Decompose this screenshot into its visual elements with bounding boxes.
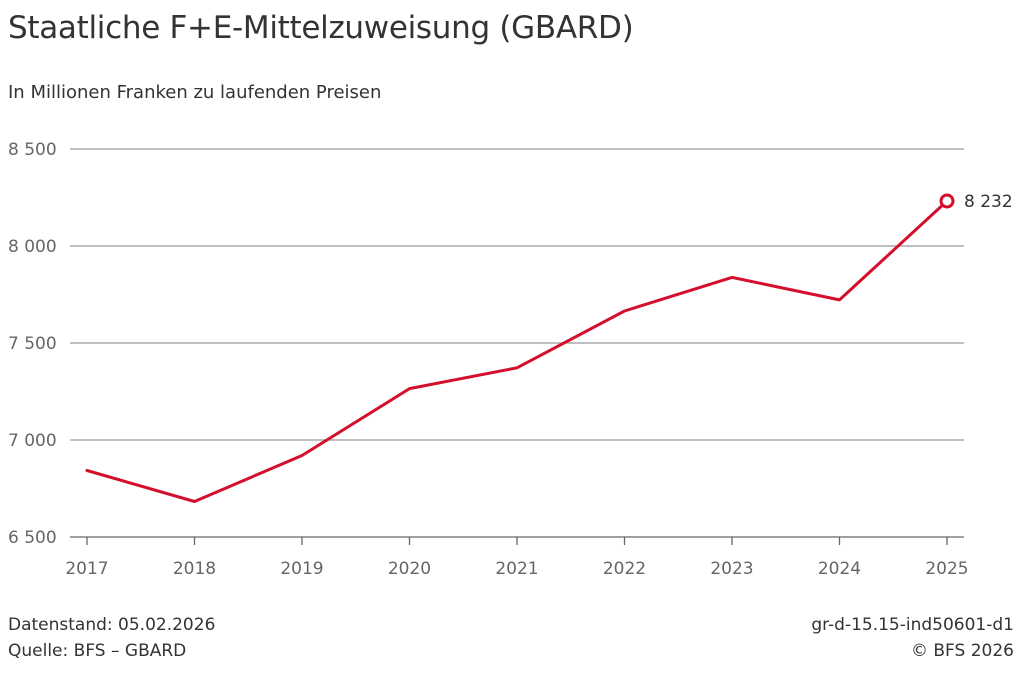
x-tick-label: 2020 — [388, 559, 431, 579]
footer-right: gr-d-15.15-ind50601-d1 © BFS 2026 — [811, 612, 1014, 664]
chart-code: gr-d-15.15-ind50601-d1 — [811, 615, 1014, 635]
x-tick-label: 2019 — [280, 559, 323, 579]
series-line — [85, 199, 949, 503]
x-tick-label: 2025 — [925, 559, 968, 579]
y-tick-label: 7 000 — [8, 431, 57, 451]
x-tick-label: 2022 — [603, 559, 646, 579]
x-tick-label: 2023 — [710, 559, 753, 579]
x-tick-label: 2017 — [65, 559, 108, 579]
x-tick-label: 2024 — [818, 559, 861, 579]
end-point-marker — [939, 193, 955, 209]
data-status: Datenstand: 05.02.2026 — [8, 615, 216, 635]
y-tick-label: 8 000 — [8, 237, 57, 257]
chart-subtitle: In Millionen Franken zu laufenden Preise… — [8, 82, 382, 103]
chart-title: Staatliche F+E-Mittelzuweisung (GBARD) — [8, 10, 634, 46]
x-tick-label: 2021 — [495, 559, 538, 579]
source-note: Quelle: BFS – GBARD — [8, 641, 187, 661]
y-tick-label: 6 500 — [8, 528, 57, 548]
x-tick-label: 2018 — [173, 559, 216, 579]
y-tick-label: 8 500 — [8, 140, 57, 160]
line-chart: 6 500 7 000 7 500 8 000 8 500 2017 2018 2019 202… — [8, 140, 1013, 579]
copyright-note: © BFS 2026 — [910, 641, 1014, 661]
data-label: 8 232 — [964, 192, 1013, 212]
y-tick-label: 7 500 — [8, 334, 57, 354]
footer-left: Datenstand: 05.02.2026 Quelle: BFS – GBA… — [8, 612, 215, 664]
